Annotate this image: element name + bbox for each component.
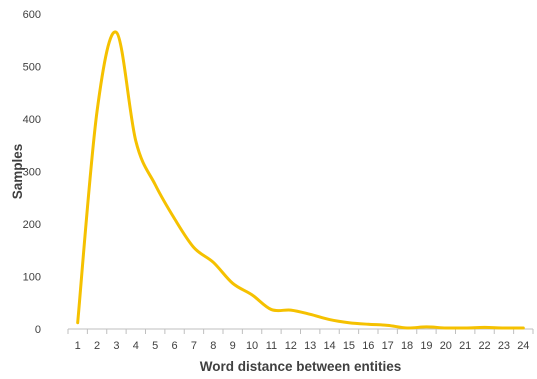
y-tick-label: 300 bbox=[23, 167, 41, 179]
y-tick-label: 0 bbox=[35, 324, 41, 336]
x-tick-label: 21 bbox=[459, 340, 471, 352]
series-layer bbox=[76, 30, 525, 330]
y-axis-title: Samples bbox=[10, 144, 25, 200]
x-tick-label: 19 bbox=[420, 340, 432, 352]
x-tick-label: 6 bbox=[172, 340, 178, 352]
y-tick-label: 500 bbox=[23, 62, 41, 74]
x-tick-label: 11 bbox=[266, 340, 277, 352]
x-tick-label: 7 bbox=[191, 340, 197, 352]
y-tick-label: 100 bbox=[23, 272, 41, 284]
x-axis-ticks: 1 2 3 4 5 6 7 8 9 10 11 12 13 14 15 16 17 18 19 20 21 22 23 24 bbox=[67, 329, 534, 352]
x-tick-label: 13 bbox=[304, 340, 316, 352]
x-tick-label: 16 bbox=[362, 340, 374, 352]
x-tick-label: 8 bbox=[210, 340, 216, 352]
y-tick-label: 200 bbox=[23, 219, 41, 231]
y-tick-label: 600 bbox=[23, 9, 41, 21]
x-tick-label: 10 bbox=[246, 340, 258, 352]
x-tick-label: 23 bbox=[498, 340, 510, 352]
x-tick-label: 24 bbox=[517, 340, 529, 352]
x-tick-label: 1 bbox=[75, 340, 81, 352]
x-tick-label: 2 bbox=[94, 340, 100, 352]
x-tick-label: 3 bbox=[113, 340, 119, 352]
x-tick-label: 14 bbox=[323, 340, 335, 352]
x-axis-title: Word distance between entities bbox=[200, 359, 402, 374]
series-line bbox=[76, 30, 525, 330]
x-tick-label: 18 bbox=[401, 340, 413, 352]
x-tick-label: 22 bbox=[478, 340, 490, 352]
y-tick-label: 400 bbox=[23, 114, 41, 126]
y-axis-ticks: 0 100 200 300 400 500 600 bbox=[23, 9, 41, 336]
x-tick-label: 5 bbox=[152, 340, 158, 352]
x-tick-label: 17 bbox=[382, 340, 394, 352]
x-tick-label: 20 bbox=[440, 340, 452, 352]
x-tick-label: 12 bbox=[285, 340, 297, 352]
x-tick-label: 4 bbox=[133, 340, 139, 352]
x-tick-label: 9 bbox=[230, 340, 236, 352]
x-tick-label: 15 bbox=[343, 340, 355, 352]
